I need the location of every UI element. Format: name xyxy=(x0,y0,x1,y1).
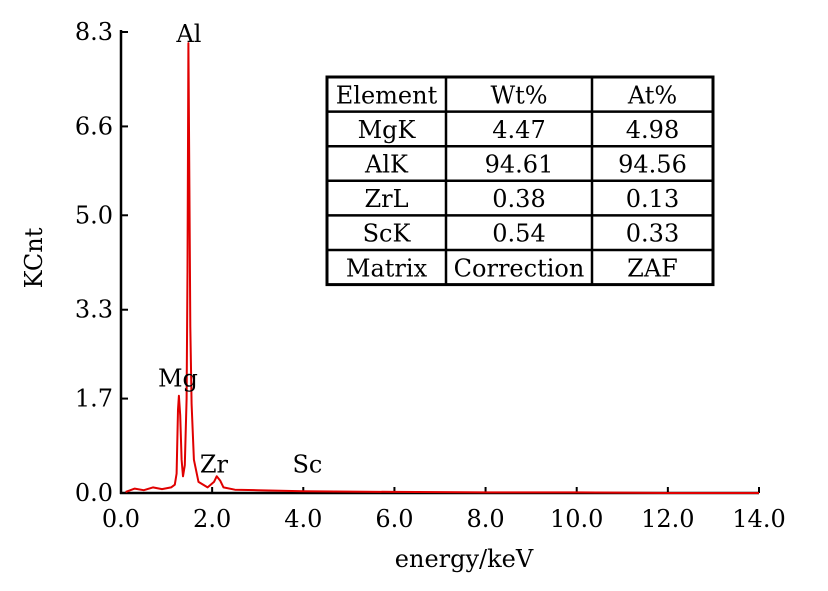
table-cell: ZrL xyxy=(364,185,408,213)
peak-label: Al xyxy=(175,20,201,48)
x-tick-label: 8.0 xyxy=(466,505,504,533)
peak-label: Mg xyxy=(158,364,198,392)
y-ticks: 0.0 1.7 3.3 5.0 6.6 8.3 xyxy=(75,18,128,507)
table-header-cell: At% xyxy=(627,81,677,109)
table-header-cell: Wt% xyxy=(490,81,547,109)
table-cell: 94.56 xyxy=(618,151,687,179)
y-tick-label: 8.3 xyxy=(75,18,113,46)
table-cell: Matrix xyxy=(346,254,428,282)
y-tick-label: 3.3 xyxy=(75,296,113,324)
y-axis-title: KCnt xyxy=(20,227,48,288)
table-cell: ScK xyxy=(363,220,412,248)
series-group xyxy=(125,42,759,494)
table-cell: 4.98 xyxy=(626,116,679,144)
table-cell: 4.47 xyxy=(492,116,545,144)
y-tick-label: 5.0 xyxy=(75,201,113,229)
table-header-cell: Element xyxy=(336,81,438,109)
peak-annotations: Al Mg Zr Sc xyxy=(158,20,322,478)
x-axis-title: energy/keV xyxy=(395,545,534,573)
table-cell: 0.33 xyxy=(626,220,679,248)
table-cell: 0.13 xyxy=(626,185,679,213)
x-tick-label: 10.0 xyxy=(550,505,603,533)
table-cell: 0.54 xyxy=(492,220,545,248)
peak-label: Sc xyxy=(292,450,322,478)
y-tick-label: 1.7 xyxy=(75,385,113,413)
composition-table: Element Wt% At% MgK 4.47 4.98 AlK 94.61 94.56 ZrL… xyxy=(325,75,715,287)
table-cell: ZAF xyxy=(627,254,678,282)
x-tick-label: 2.0 xyxy=(193,505,231,533)
table-cell: AlK xyxy=(364,151,409,179)
table-cell: Correction xyxy=(454,254,585,282)
y-tick-label: 6.6 xyxy=(75,112,113,140)
peak-label: Zr xyxy=(200,450,229,478)
x-tick-label: 12.0 xyxy=(641,505,694,533)
x-ticks: 0.0 2.0 4.0 6.0 8.0 10.0 12.0 14.0 xyxy=(102,487,786,533)
table-cell: 94.61 xyxy=(485,151,554,179)
x-tick-label: 14.0 xyxy=(732,505,785,533)
x-tick-label: 0.0 xyxy=(102,505,140,533)
x-tick-label: 6.0 xyxy=(375,505,413,533)
x-tick-label: 4.0 xyxy=(284,505,322,533)
table-cell: 0.38 xyxy=(492,185,545,213)
table-cell: MgK xyxy=(358,116,417,144)
y-tick-label: 0.0 xyxy=(75,479,113,507)
spectrum-line xyxy=(125,42,759,494)
